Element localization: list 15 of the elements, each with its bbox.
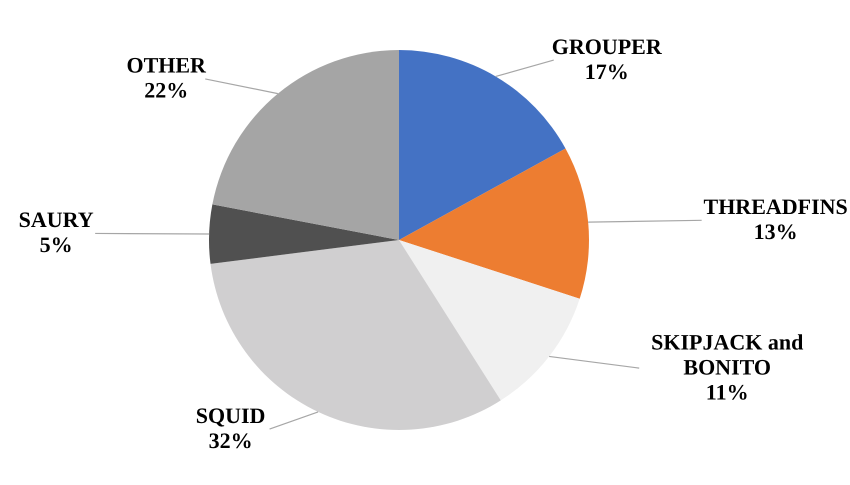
data-label: 5% (40, 232, 73, 258)
slice-label: THREADFINS (704, 194, 848, 220)
data-label: 17% (584, 58, 629, 84)
slice-label: SKIPJACK and BONITO (651, 329, 804, 380)
slice-label: SAURY (18, 207, 94, 232)
slice-label: GROUPER (552, 34, 663, 59)
pie-slice (399, 240, 580, 400)
data-label: 22% (144, 78, 188, 103)
data-label: 32% (208, 428, 253, 453)
data-label: 11% (706, 379, 749, 404)
slice-label: SQUID (196, 402, 266, 428)
pie-slice (399, 148, 589, 299)
pie-slice (209, 204, 399, 264)
data-label: 13% (754, 219, 798, 244)
slice-label: OTHER (126, 52, 208, 78)
